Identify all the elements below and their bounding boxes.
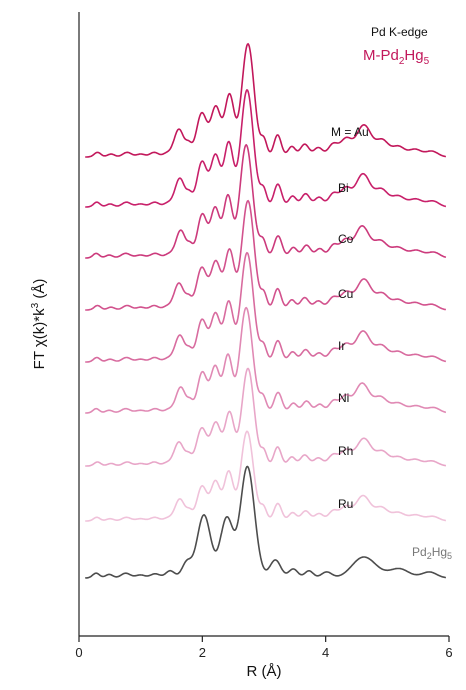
series-label-8-part-3: 5 bbox=[447, 551, 452, 561]
series-label-8: Pd2Hg5 bbox=[412, 545, 452, 561]
series-line-6 bbox=[85, 367, 446, 467]
axes bbox=[78, 12, 449, 637]
series-line-0 bbox=[85, 42, 447, 158]
x-axis-title: R (Å) bbox=[247, 663, 282, 680]
series-label-6: Rh bbox=[338, 444, 353, 458]
series-label-7: Ru bbox=[338, 497, 353, 511]
y-axis-title: FT χ(k)*k3 (Å) bbox=[30, 279, 48, 370]
series-line-2 bbox=[85, 143, 447, 259]
series-line-1 bbox=[85, 89, 447, 208]
series-label-8-part-2: Hg bbox=[432, 545, 447, 559]
series-group bbox=[85, 42, 447, 579]
sample-label: M-Pd2Hg5 bbox=[363, 47, 430, 67]
y-title-part-2: χ bbox=[31, 339, 48, 347]
series-line-3 bbox=[85, 199, 447, 311]
sample-label-sub1: 2 bbox=[399, 56, 405, 67]
x-tick-label-1: 2 bbox=[199, 645, 206, 660]
y-title-part-4: 3 bbox=[30, 302, 41, 308]
series-labels: M = Au Bi Co Cu Ir Ni Rh Ru Pd2Hg5 bbox=[331, 125, 452, 561]
series-label-0: M = Au bbox=[331, 125, 369, 139]
series-label-8-part-0: Pd bbox=[412, 545, 427, 559]
series-label-8-part-1: 2 bbox=[427, 551, 432, 561]
sample-label-mid: Hg bbox=[404, 47, 423, 64]
x-tick-label-0: 0 bbox=[75, 645, 82, 660]
x-tick-label-3: 6 bbox=[445, 645, 452, 660]
series-label-3: Cu bbox=[338, 287, 353, 301]
series-line-7 bbox=[85, 430, 447, 522]
series-line-5 bbox=[85, 306, 447, 414]
series-label-4: Ir bbox=[338, 339, 345, 353]
series-label-1: Bi bbox=[338, 181, 349, 195]
y-title-part-3: (k)*k bbox=[31, 308, 48, 339]
sample-label-main: M-Pd bbox=[363, 47, 399, 64]
x-ticks: 0 2 4 6 bbox=[75, 636, 453, 660]
y-title-part-5: (Å) bbox=[31, 279, 48, 303]
series-label-5: Ni bbox=[338, 391, 349, 405]
y-title-part-1: FT bbox=[31, 347, 48, 369]
x-tick-label-2: 4 bbox=[322, 645, 329, 660]
edge-label: Pd K-edge bbox=[371, 25, 428, 39]
sample-label-sub2: 5 bbox=[424, 56, 430, 67]
series-line-8 bbox=[85, 465, 447, 579]
series-label-2: Co bbox=[338, 232, 354, 246]
series-line-4 bbox=[85, 251, 447, 363]
